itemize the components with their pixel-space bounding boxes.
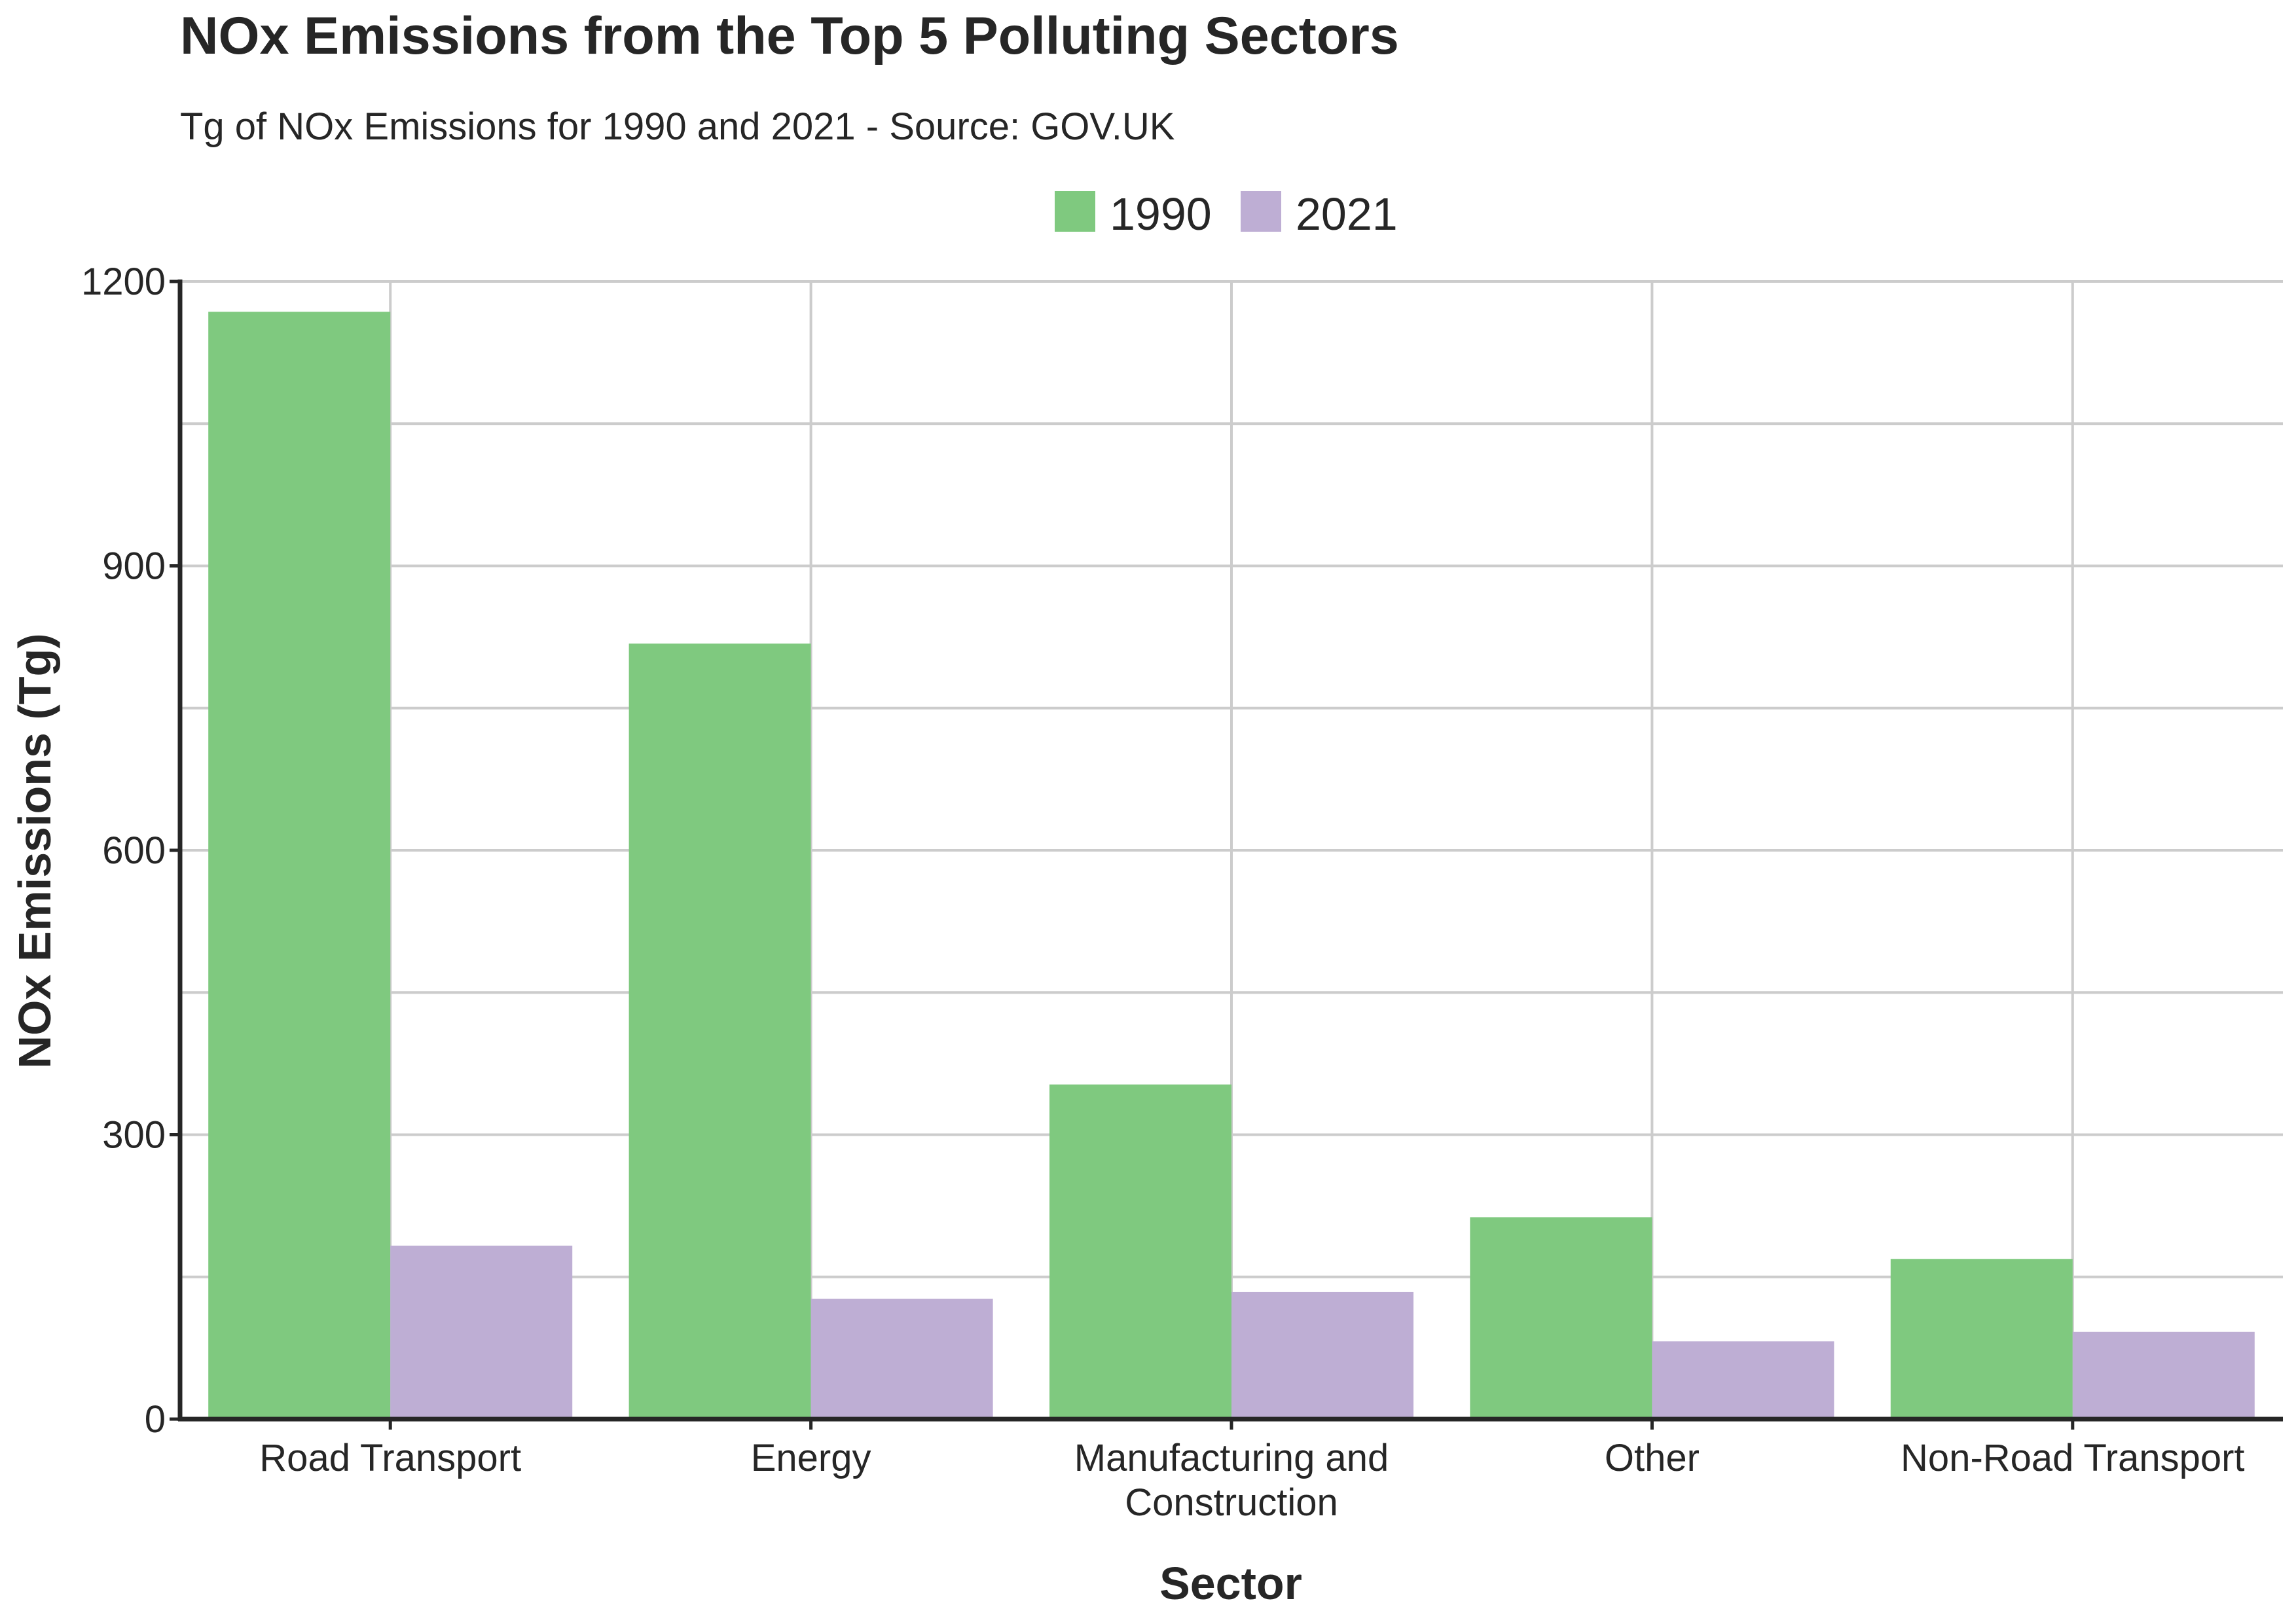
- legend-label-1990: 1990: [1110, 189, 1212, 240]
- x-tick-label: Other: [1605, 1437, 1700, 1479]
- y-axis-label: NOx Emissions (Tg): [9, 633, 60, 1068]
- y-tick-label: 0: [145, 1398, 166, 1441]
- y-tick-label: 300: [102, 1114, 166, 1157]
- x-tick-label: Manufacturing and: [1074, 1437, 1389, 1479]
- bar-2021-4: [2072, 1331, 2255, 1419]
- y-tick-label: 1200: [81, 261, 166, 303]
- bar-2021-2: [1231, 1291, 1413, 1419]
- x-tick-label: Road Transport: [259, 1437, 521, 1479]
- legend-swatch-2021: [1241, 191, 1281, 232]
- legend: 1990 2021: [1055, 189, 1398, 240]
- y-tick-label: 600: [102, 829, 166, 872]
- x-tick-labels: Road Transport Energy Manufacturing andCon…: [259, 1419, 2245, 1524]
- chart-title: NOx Emissions from the Top 5 Polluting S…: [180, 7, 1399, 65]
- x-tick-label: Non-Road Transport: [1901, 1437, 2244, 1479]
- bar-1990-3: [1470, 1217, 1652, 1419]
- x-tick-label: Construction: [1125, 1481, 1338, 1524]
- y-tick-label: 900: [102, 545, 166, 588]
- chart-subtitle: Tg of NOx Emissions for 1990 and 2021 - …: [180, 105, 1175, 148]
- bar-1990-2: [1049, 1084, 1231, 1419]
- legend-swatch-1990: [1055, 191, 1095, 232]
- bar-1990-0: [208, 312, 391, 1419]
- bar-1990-1: [629, 643, 811, 1419]
- bar-2021-0: [390, 1245, 573, 1419]
- legend-label-2021: 2021: [1296, 189, 1398, 240]
- bar-2021-3: [1652, 1341, 1834, 1419]
- y-tick-labels: 0 300 600 900 1200: [81, 261, 180, 1441]
- x-axis-label: Sector: [1159, 1558, 1302, 1609]
- x-tick-label: Energy: [751, 1437, 871, 1479]
- bar-1990-4: [1890, 1259, 2073, 1419]
- bars: [208, 312, 2255, 1419]
- bar-2021-1: [811, 1299, 993, 1419]
